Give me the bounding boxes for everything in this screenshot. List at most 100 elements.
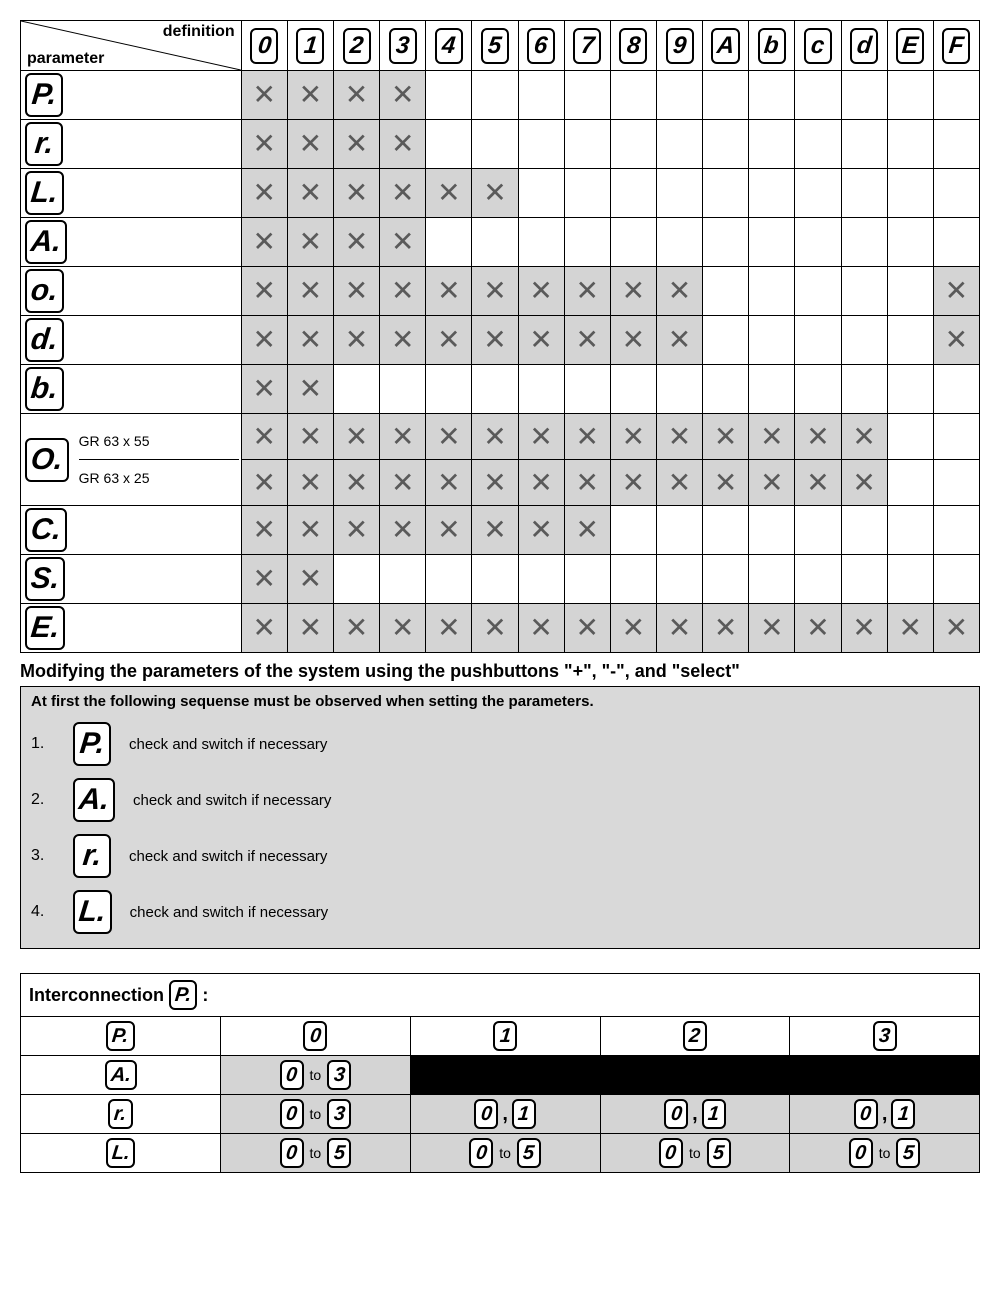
- matrix-cell: ✕: [887, 604, 933, 653]
- matrix-cell: [564, 218, 610, 267]
- matrix-cell: [426, 71, 472, 120]
- glyph-box: b: [758, 28, 786, 64]
- matrix-cell: ✕: [333, 169, 379, 218]
- matrix-rowhead-C.: C.: [21, 506, 242, 555]
- matrix-col-8: 8: [610, 21, 656, 71]
- matrix-cell: ✕: [656, 604, 702, 653]
- matrix-cell: [380, 365, 426, 414]
- sequence-step-number: 1.: [31, 735, 55, 753]
- matrix-cell: ✕: [241, 218, 287, 267]
- matrix-cell: [795, 169, 841, 218]
- glyph-box: 4: [435, 28, 463, 64]
- matrix-cell: [703, 316, 749, 365]
- matrix-cell: [703, 71, 749, 120]
- inter-cell-black: [410, 1056, 979, 1095]
- matrix-cell: ✕: [380, 604, 426, 653]
- matrix-body: P.✕✕✕✕r.✕✕✕✕L.✕✕✕✕✕✕A.✕✕✕✕o.✕✕✕✕✕✕✕✕✕✕✕d…: [21, 71, 980, 653]
- sequence-step-number: 3.: [31, 847, 55, 865]
- matrix-cell: [933, 506, 979, 555]
- matrix-rowhead-S.: S.: [21, 555, 242, 604]
- matrix-cell: ✕: [333, 267, 379, 316]
- matrix-cell: [887, 506, 933, 555]
- glyph-box: 0: [849, 1138, 873, 1168]
- matrix-cell: ✕: [518, 316, 564, 365]
- matrix-cell: ✕: [287, 555, 333, 604]
- matrix-cell: ✕: [287, 267, 333, 316]
- glyph-box: L.: [25, 171, 64, 215]
- matrix-cell: [656, 218, 702, 267]
- matrix-cell: [518, 365, 564, 414]
- matrix-cell: [703, 218, 749, 267]
- matrix-cell: ✕: [380, 506, 426, 555]
- matrix-cell: [933, 414, 979, 460]
- glyph-box: 1: [891, 1099, 915, 1129]
- matrix-col-b: b: [749, 21, 795, 71]
- matrix-cell: [933, 365, 979, 414]
- glyph-box: 3: [873, 1021, 897, 1051]
- matrix-cell: ✕: [703, 604, 749, 653]
- matrix-cell: ✕: [564, 316, 610, 365]
- matrix-cell: [749, 218, 795, 267]
- matrix-cell: [749, 506, 795, 555]
- matrix-col-c: c: [795, 21, 841, 71]
- sequence-step: 1.P.check and switch if necessary: [31, 722, 969, 766]
- glyph-box: O.: [25, 438, 69, 482]
- glyph-box: 0: [659, 1138, 683, 1168]
- matrix-cell: ✕: [380, 71, 426, 120]
- matrix-cell: [518, 555, 564, 604]
- matrix-cell: [887, 71, 933, 120]
- matrix-cell: ✕: [333, 316, 379, 365]
- matrix-cell: ✕: [287, 71, 333, 120]
- glyph-box: 5: [707, 1138, 731, 1168]
- matrix-cell: [426, 555, 472, 604]
- matrix-cell: ✕: [380, 218, 426, 267]
- glyph-box: 0: [250, 28, 278, 64]
- matrix-cell: [795, 120, 841, 169]
- matrix-cell: ✕: [795, 460, 841, 506]
- glyph-box: 0: [280, 1060, 304, 1090]
- matrix-cell: ✕: [841, 460, 887, 506]
- matrix-cell: ✕: [241, 414, 287, 460]
- matrix-cell: ✕: [380, 316, 426, 365]
- glyph-box: 0: [469, 1138, 493, 1168]
- sequence-step-text: check and switch if necessary: [129, 736, 327, 753]
- matrix-cell: ✕: [426, 316, 472, 365]
- matrix-cell: [887, 555, 933, 604]
- corner-definition-label: definition: [163, 23, 235, 41]
- matrix-cell: [841, 365, 887, 414]
- glyph-box: c: [804, 28, 832, 64]
- matrix-rowhead-O.: O.GR 63 x 55GR 63 x 25: [21, 414, 242, 506]
- matrix-col-1: 1: [287, 21, 333, 71]
- matrix-cell: ✕: [241, 555, 287, 604]
- matrix-cell: ✕: [564, 267, 610, 316]
- matrix-cell: [841, 218, 887, 267]
- matrix-cell: [841, 555, 887, 604]
- inter-rowhead: r.: [21, 1095, 221, 1134]
- glyph-box: 2: [343, 28, 371, 64]
- glyph-box: 8: [619, 28, 647, 64]
- matrix-cell: ✕: [241, 267, 287, 316]
- matrix-cell: [472, 365, 518, 414]
- matrix-cell: ✕: [841, 414, 887, 460]
- sequence-heading: At first the following sequense must be …: [31, 693, 969, 710]
- matrix-cell: [749, 267, 795, 316]
- matrix-rowhead-o.: o.: [21, 267, 242, 316]
- matrix-cell: ✕: [333, 506, 379, 555]
- matrix-rowhead-E.: E.: [21, 604, 242, 653]
- matrix-cell: [518, 120, 564, 169]
- matrix-cell: [795, 506, 841, 555]
- matrix-cell: [933, 555, 979, 604]
- interconnection-table: Interconnection P. : P.0123A.0to3 r.0to3…: [20, 973, 980, 1173]
- glyph-box: 2: [683, 1021, 707, 1051]
- matrix-cell: [518, 169, 564, 218]
- matrix-cell: [887, 316, 933, 365]
- matrix-col-2: 2: [333, 21, 379, 71]
- matrix-cell: ✕: [518, 267, 564, 316]
- matrix-cell: ✕: [426, 506, 472, 555]
- matrix-cell: [564, 71, 610, 120]
- matrix-cell: ✕: [241, 316, 287, 365]
- matrix-cell: [749, 169, 795, 218]
- matrix-col-3: 3: [380, 21, 426, 71]
- matrix-cell: [610, 120, 656, 169]
- glyph-box: 0: [280, 1138, 304, 1168]
